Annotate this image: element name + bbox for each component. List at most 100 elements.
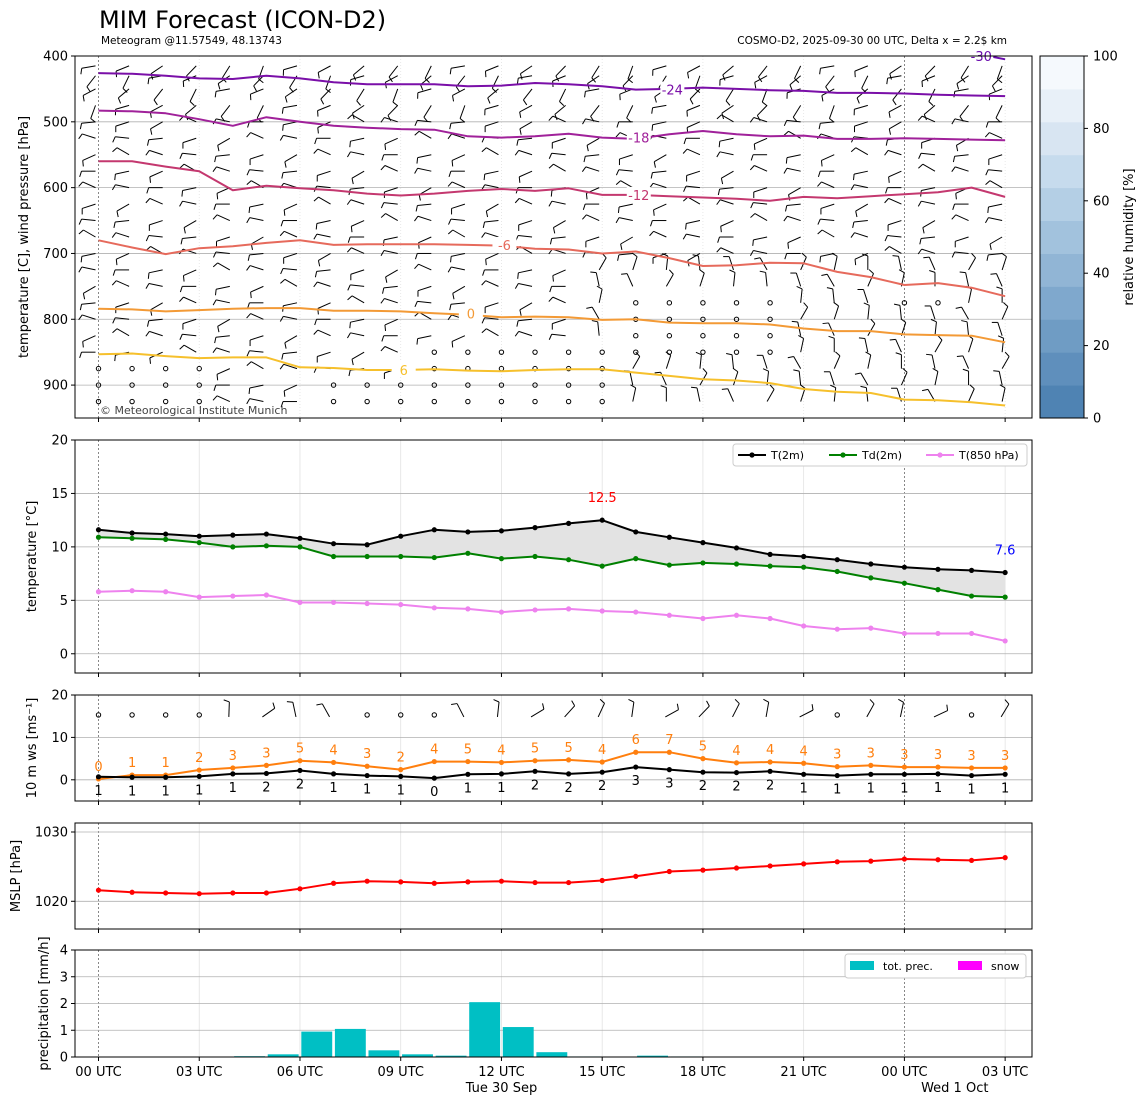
wind-barb-flag: [702, 368, 708, 374]
wind-barb-flag: [517, 272, 519, 279]
upper-wind-barb: [988, 154, 1003, 166]
colorbar-tick-label: 40: [1093, 267, 1110, 282]
wind-barb-shaft: [960, 65, 969, 79]
upper-wind-barb: [316, 170, 331, 182]
wind-barb-flag: [650, 220, 653, 227]
upper-wind-barb: [993, 370, 1003, 386]
upper-wind-barb: [380, 165, 398, 172]
wind-barb-flag: [926, 353, 933, 356]
mean-wind-value-label: 1: [397, 783, 405, 798]
wind-barb-shaft: [150, 302, 163, 311]
wind-barb-flag: [79, 352, 82, 359]
mean-wind-point: [666, 767, 672, 773]
upper-wind-barb: [793, 369, 802, 386]
wind-barb-shaft: [456, 703, 465, 718]
model-subtitle: COSMO-D2, 2025-09-30 00 UTC, Delta x = 2…: [737, 35, 1007, 47]
mean-wind-point: [834, 772, 840, 779]
isotherm-label-bg: [660, 81, 685, 97]
wind-barb-shaft: [653, 154, 667, 163]
wind-barb-flag: [985, 180, 991, 186]
wind-barb-shaft: [351, 220, 365, 227]
upper-wind-barb: [823, 371, 835, 386]
upper-wind-barb: [484, 104, 499, 116]
legend-frame: [732, 443, 1028, 467]
upper-wind-barb: [519, 302, 533, 316]
wind-barb-flag: [147, 320, 150, 327]
upper-wind-barb: [485, 203, 499, 218]
upper-wind-barb: [796, 285, 803, 303]
wind-barb-shaft: [82, 203, 96, 209]
mslp-point: [834, 859, 840, 865]
wind-barb-shaft: [249, 350, 264, 353]
wind-barb-shaft: [788, 187, 801, 196]
upper-wind-barb: [281, 104, 298, 114]
wind-barb-shaft: [148, 235, 163, 238]
wind-barb-shaft: [955, 214, 969, 222]
wind-barb-flag: [253, 85, 257, 92]
wind-barb-shaft: [626, 105, 634, 119]
upper-wind-barb: [665, 351, 672, 369]
wind-barb-flag: [548, 163, 554, 169]
upper-wind-barb: [918, 152, 936, 159]
upper-wind-barb: [283, 203, 298, 216]
upper-wind-barb: [651, 121, 667, 131]
calm-wind-marker: [532, 398, 538, 405]
wind-barb-flag: [481, 280, 487, 286]
wind-barb-shaft: [898, 256, 902, 271]
wind-barb-shaft: [721, 170, 734, 179]
series-point: [532, 525, 538, 531]
calm-wind-marker: [162, 382, 169, 388]
wind-barb-shaft: [665, 355, 672, 369]
wind-barb-shaft: [249, 252, 264, 256]
mean-wind-point: [163, 774, 169, 780]
wind-barb-flag: [1003, 302, 1009, 307]
upper-wind-barb: [216, 368, 231, 381]
upper-wind-barb: [284, 154, 298, 168]
wind-barb-flag: [850, 147, 857, 153]
wind-barb-shaft: [115, 65, 130, 72]
colorbar-segment: [1040, 121, 1084, 156]
calm-wind-marker: [968, 712, 975, 718]
gust-value-label: 7: [665, 733, 673, 748]
upper-wind-barb: [414, 130, 432, 139]
upper-wind-barb: [484, 65, 499, 78]
wind-barb-flag: [115, 259, 118, 266]
wind-barb-shaft: [652, 182, 667, 189]
wind-barb-flag: [653, 161, 656, 168]
wind-barb-flag: [82, 160, 84, 167]
upper-wind-barb: [951, 118, 969, 125]
wind-barb-flag: [380, 117, 385, 123]
upper-wind-barb: [487, 88, 499, 104]
gust-value-label: 3: [262, 746, 270, 761]
wind-barb-flag: [821, 273, 828, 276]
isotherm-label: -6: [498, 239, 511, 254]
wind-barb-flag: [1001, 252, 1007, 257]
wind-barb-flag: [785, 157, 788, 164]
wind-barb-shaft: [968, 257, 976, 271]
upper-wind-barb: [917, 115, 936, 123]
wind-barb-flag: [831, 252, 838, 257]
wind-barb-flag: [769, 384, 775, 390]
mslp-point: [498, 878, 505, 884]
upper-wind-barb: [113, 220, 130, 228]
wind-barb-flag: [284, 96, 288, 103]
y-axis-label: MSLP [hPa]: [9, 840, 24, 912]
wind-barb-flag: [729, 269, 736, 273]
wind-barb-shaft: [116, 328, 130, 337]
series-point: [700, 540, 706, 546]
upper-wind-barb: [417, 285, 432, 297]
wind-barb-flag: [716, 151, 721, 158]
wind-barb-flag: [79, 304, 83, 311]
wind-barb-shaft: [485, 280, 499, 287]
wind-barb-flag: [798, 335, 804, 339]
isotherm-label-bg: [626, 129, 651, 145]
wind-barb-shaft: [318, 196, 331, 205]
wind-barb-shaft: [551, 236, 566, 239]
wind-barb-shaft: [518, 235, 533, 238]
calm-wind-marker: [700, 300, 706, 306]
colorbar-tick-label: 0: [1093, 412, 1101, 427]
upper-wind-barb: [919, 236, 936, 245]
wind-barb-shaft: [216, 236, 230, 242]
upper-wind-barb: [380, 117, 398, 123]
wind-barb-shaft: [384, 137, 398, 145]
